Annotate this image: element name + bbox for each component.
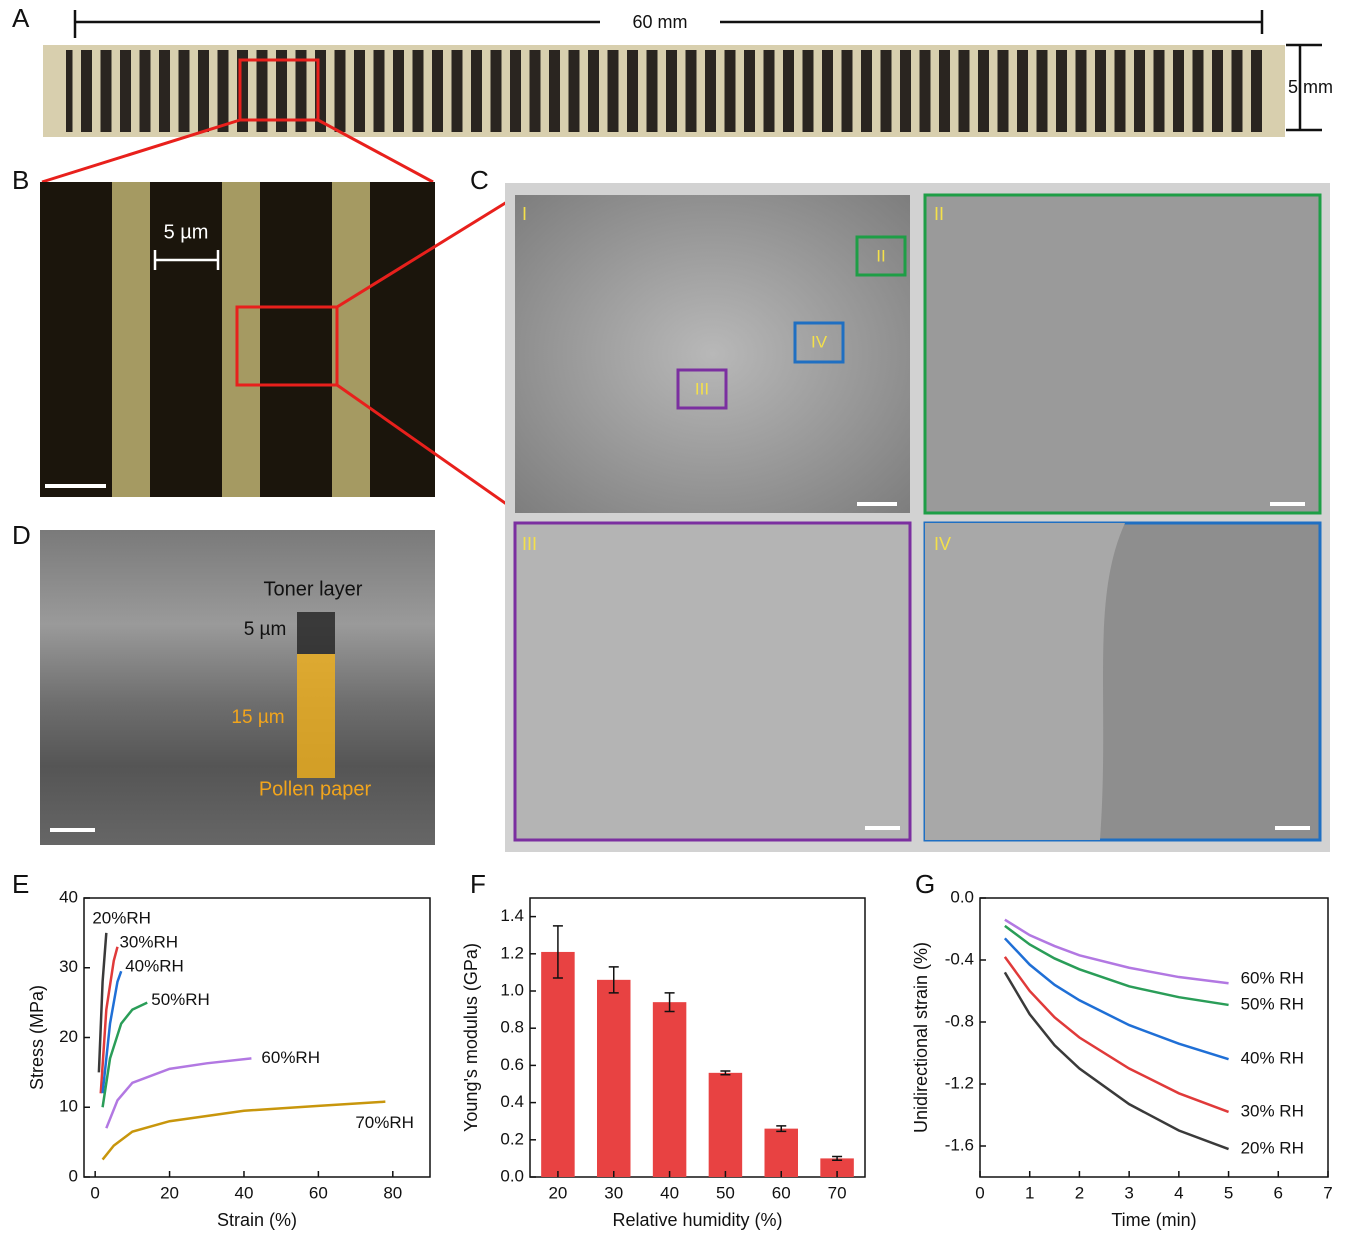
x-tick-label: 6 <box>1274 1183 1283 1202</box>
y-axis-title: Unidirectional strain (%) <box>911 942 931 1133</box>
y-tick-label: 20 <box>59 1027 78 1046</box>
plot-frame <box>530 898 865 1177</box>
bar <box>653 1002 687 1177</box>
annotation: Toner layer <box>264 578 363 600</box>
x-tick-label: 5 <box>1224 1183 1233 1202</box>
y-tick-label: 10 <box>59 1097 78 1116</box>
series-label: 70%RH <box>355 1113 414 1132</box>
sem-image <box>515 523 910 840</box>
image-label: IV <box>934 534 951 554</box>
x-tick-label: 60 <box>309 1183 328 1202</box>
x-tick-label: 0 <box>90 1183 99 1202</box>
bar <box>597 980 631 1177</box>
series-label: 30% RH <box>1241 1101 1304 1120</box>
x-axis-title: Relative humidity (%) <box>612 1210 782 1230</box>
sem-region <box>925 523 1125 840</box>
y-tick-label: -0.8 <box>945 1011 974 1030</box>
y-tick-label: 0.4 <box>500 1092 524 1111</box>
x-axis-title: Strain (%) <box>217 1210 297 1230</box>
bar <box>709 1073 743 1177</box>
sem-image <box>925 195 1320 513</box>
x-tick-label: 7 <box>1323 1183 1332 1202</box>
annotation: 5 µm <box>244 619 287 640</box>
bar <box>765 1129 799 1177</box>
y-tick-label: 0.0 <box>950 887 974 906</box>
x-tick-label: 2 <box>1075 1183 1084 1202</box>
x-tick-label: 80 <box>383 1183 402 1202</box>
y-tick-label: 0.2 <box>500 1129 524 1148</box>
x-axis-title: Time (min) <box>1111 1210 1196 1230</box>
panel-label: F <box>470 869 486 899</box>
y-tick-label: 0.6 <box>500 1055 524 1074</box>
x-tick-label: 40 <box>660 1183 679 1202</box>
y-tick-label: -0.4 <box>945 949 974 968</box>
y-tick-label: 0.0 <box>500 1166 524 1185</box>
x-tick-label: 20 <box>548 1183 567 1202</box>
sem-image <box>515 195 910 513</box>
series-line <box>106 1058 251 1128</box>
y-tick-label: 1.2 <box>500 943 524 962</box>
region-label: II <box>876 246 885 265</box>
y-tick-label: 30 <box>59 957 78 976</box>
scale-label: 5 mm <box>1288 77 1333 97</box>
figure: A 60 mm 5 mm B 5 µm C I II III IV II IV … <box>0 0 1360 1234</box>
image-label: II <box>934 204 944 224</box>
region-label: IV <box>811 332 828 351</box>
x-tick-label: 40 <box>235 1183 254 1202</box>
annotation: 15 µm <box>231 707 284 728</box>
series-label: 40%RH <box>125 957 184 976</box>
y-tick-label: 0 <box>69 1166 78 1185</box>
sem-image <box>40 530 435 845</box>
scale-label: 5 µm <box>164 221 209 243</box>
panel-label: G <box>915 869 935 899</box>
panel-label: D <box>12 520 31 550</box>
x-tick-label: 3 <box>1124 1183 1133 1202</box>
y-axis-title: Stress (MPa) <box>27 985 47 1090</box>
toner-overlay <box>297 612 335 654</box>
series-line <box>103 1102 386 1160</box>
panel-label: A <box>12 3 30 33</box>
x-tick-label: 60 <box>772 1183 791 1202</box>
image-label: III <box>522 534 537 554</box>
series-label: 50% RH <box>1241 994 1304 1013</box>
series-label: 40% RH <box>1241 1049 1304 1068</box>
y-axis-title: Young's modulus (GPa) <box>461 943 481 1132</box>
series-label: 20% RH <box>1241 1139 1304 1158</box>
bar <box>541 952 575 1177</box>
panel-label: E <box>12 869 29 899</box>
y-tick-label: -1.6 <box>945 1135 974 1154</box>
paper-overlay <box>297 654 335 778</box>
x-tick-label: 30 <box>604 1183 623 1202</box>
series-label: 50%RH <box>151 990 210 1009</box>
series-label: 60%RH <box>261 1048 320 1067</box>
y-tick-label: 40 <box>59 887 78 906</box>
x-tick-label: 50 <box>716 1183 735 1202</box>
annotation: Pollen paper <box>259 778 372 800</box>
series-label: 60% RH <box>1241 969 1304 988</box>
panel-label: C <box>470 165 489 195</box>
y-tick-label: 0.8 <box>500 1018 524 1037</box>
image-label: I <box>522 204 527 224</box>
panel-label: B <box>12 165 29 195</box>
region-label: III <box>695 379 709 398</box>
plot-frame <box>980 898 1328 1177</box>
x-tick-label: 4 <box>1174 1183 1183 1202</box>
x-tick-label: 0 <box>975 1183 984 1202</box>
x-tick-label: 70 <box>828 1183 847 1202</box>
y-tick-label: 1.4 <box>500 906 524 925</box>
scale-label: 60 mm <box>632 12 687 32</box>
series-label: 30%RH <box>119 932 178 951</box>
x-tick-label: 1 <box>1025 1183 1034 1202</box>
y-tick-label: 1.0 <box>500 980 524 999</box>
series-line <box>1005 920 1229 984</box>
x-tick-label: 20 <box>160 1183 179 1202</box>
y-tick-label: -1.2 <box>945 1073 974 1092</box>
series-label: 20%RH <box>92 908 151 927</box>
